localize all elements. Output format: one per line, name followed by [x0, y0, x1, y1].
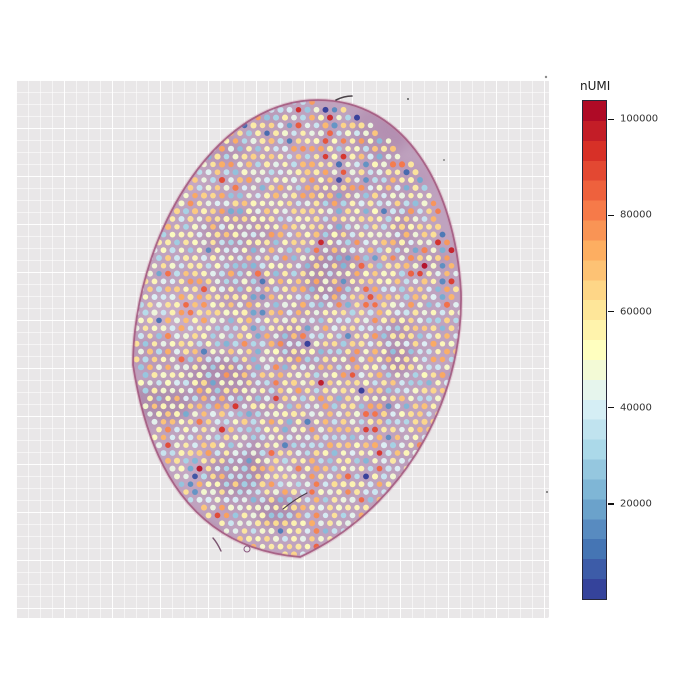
colorbar-tick-label: 80000 [620, 209, 652, 221]
colorbar-tick-mark [608, 503, 614, 505]
colorbar-tick-mark [608, 310, 614, 313]
colorbar-tick-mark [608, 407, 614, 409]
debris-mark [282, 492, 308, 510]
debris-mark [335, 95, 353, 101]
colorbar-tick-label: 100000 [620, 113, 659, 125]
colorbar-tick-mark [608, 214, 614, 217]
debris-marks [212, 75, 548, 553]
colorbar-tick-label: 40000 [620, 401, 652, 413]
colorbar-title: nUMI [580, 79, 611, 93]
colorbar-tick-label: 60000 [620, 305, 652, 317]
debris-mark [443, 159, 445, 161]
debris-mark [544, 75, 548, 79]
debris-mark [407, 98, 409, 100]
debris-mark [212, 537, 222, 552]
colorbar-tick-label: 20000 [620, 498, 652, 510]
debris-mark [243, 545, 251, 553]
colorbar-tick-mark [608, 118, 614, 120]
colorbar-gradient [582, 100, 607, 600]
debris-mark [546, 491, 548, 493]
tissue-section [130, 97, 464, 560]
